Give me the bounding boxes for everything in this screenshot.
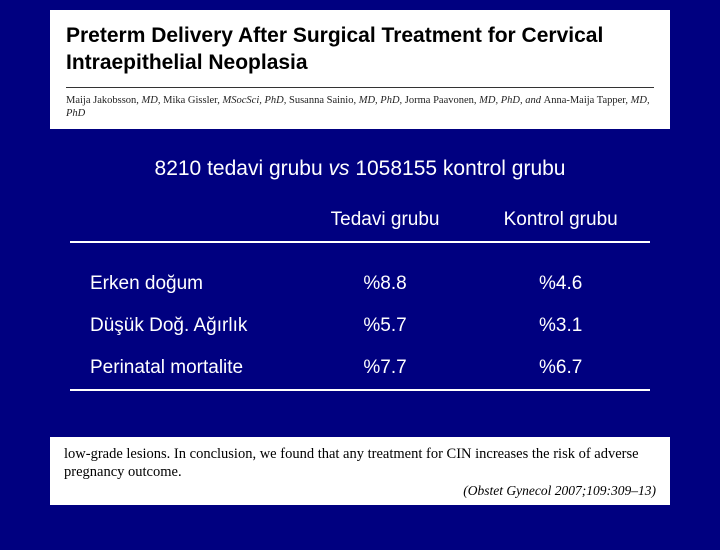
header-rule — [66, 87, 654, 88]
row-val-control: %6.7 — [471, 347, 650, 390]
subtitle-vs: vs — [328, 157, 349, 180]
comparison-subtitle: 8210 tedavi grubu vs 1058155 kontrol gru… — [40, 157, 680, 181]
table-row: Erken doğum %8.8 %4.6 — [70, 263, 650, 305]
subtitle-left: 8210 tedavi grubu — [155, 157, 329, 180]
table-row: Düşük Doğ. Ağırlık %5.7 %3.1 — [70, 305, 650, 347]
row-val-treatment: %8.8 — [299, 263, 472, 305]
results-table: Tedavi grubu Kontrol grubu Erken doğum %… — [70, 199, 650, 411]
paper-authors: Maija Jakobsson, MD, Mika Gissler, MSocS… — [66, 94, 654, 121]
table-header-row: Tedavi grubu Kontrol grubu — [70, 199, 650, 242]
table-rule-bottom — [70, 390, 650, 411]
paper-title: Preterm Delivery After Surgical Treatmen… — [66, 22, 654, 77]
row-val-control: %4.6 — [471, 263, 650, 305]
subtitle-right: 1058155 kontrol grubu — [349, 157, 565, 180]
row-val-treatment: %5.7 — [299, 305, 472, 347]
row-label: Düşük Doğ. Ağırlık — [70, 305, 299, 347]
col-header-control: Kontrol grubu — [471, 199, 650, 242]
header-clipping: Preterm Delivery After Surgical Treatmen… — [50, 10, 670, 129]
row-val-treatment: %7.7 — [299, 347, 472, 390]
citation: (Obstet Gynecol 2007;109:309–13) — [64, 483, 656, 499]
col-header-treatment: Tedavi grubu — [299, 199, 472, 242]
row-val-control: %3.1 — [471, 305, 650, 347]
footer-clipping: low-grade lesions. In conclusion, we fou… — [50, 437, 670, 505]
row-label: Erken doğum — [70, 263, 299, 305]
col-header-blank — [70, 199, 299, 242]
table-rule-top — [70, 242, 650, 263]
row-label: Perinatal mortalite — [70, 347, 299, 390]
conclusion-text: low-grade lesions. In conclusion, we fou… — [64, 445, 656, 481]
table-row: Perinatal mortalite %7.7 %6.7 — [70, 347, 650, 390]
